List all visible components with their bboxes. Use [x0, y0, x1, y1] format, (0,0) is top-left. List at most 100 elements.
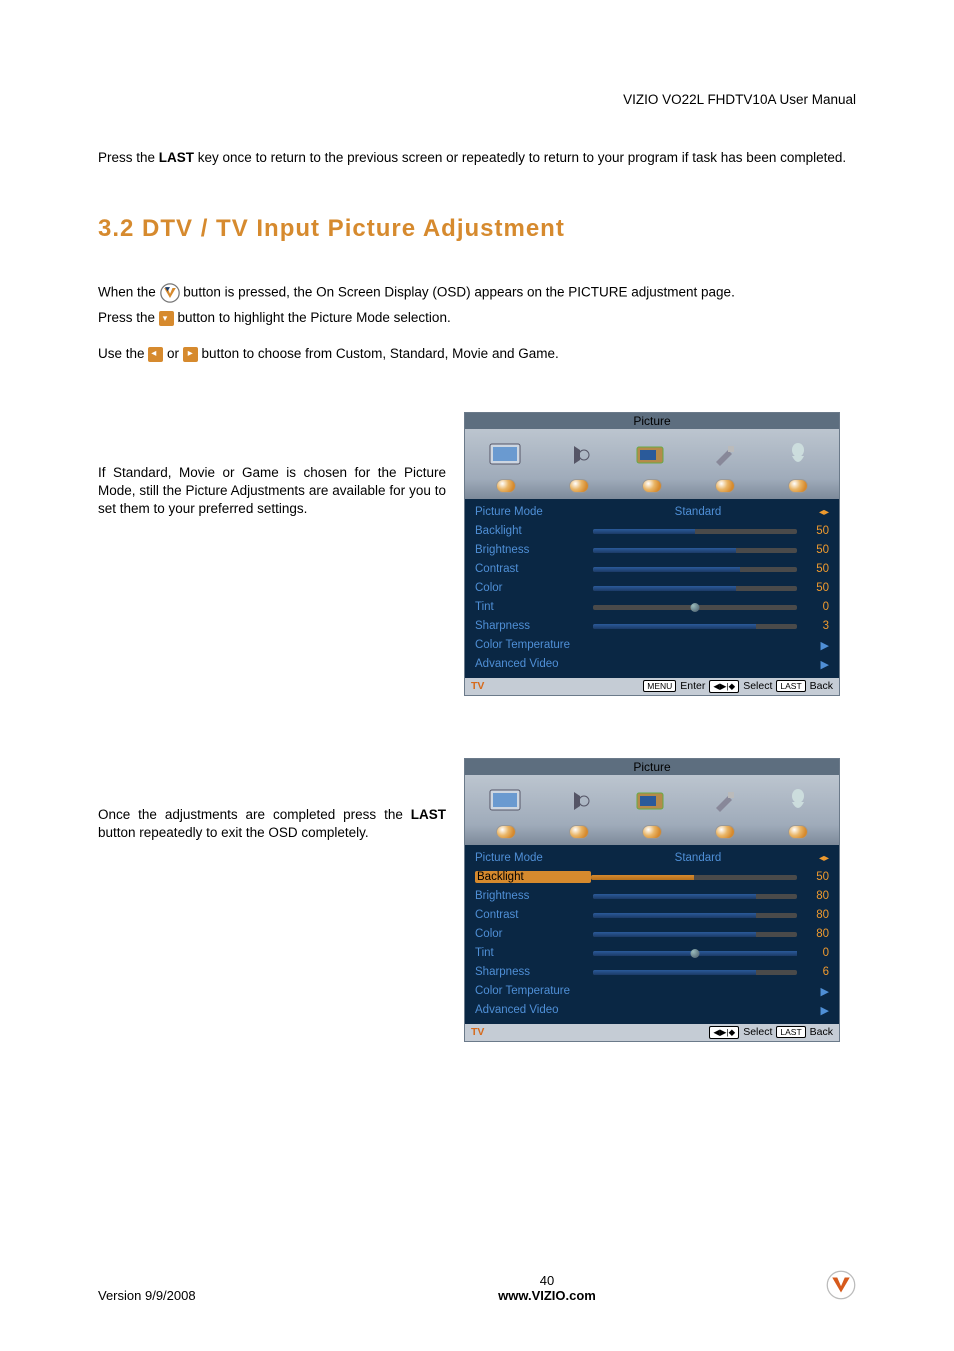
- doc-header: VIZIO VO22L FHDTV10A User Manual: [98, 92, 856, 107]
- osd-setting-value: 50: [803, 563, 829, 575]
- osd-mode-value: Standard: [593, 506, 803, 518]
- p5b: button repeatedly to exit the OSD comple…: [98, 825, 369, 840]
- osd-setting-row: Color80: [475, 925, 829, 944]
- osd-setting-row: Backlight 50: [475, 522, 829, 541]
- p4: If Standard, Movie or Game is chosen for…: [98, 464, 446, 519]
- footer-version: Version 9/9/2008: [98, 1288, 298, 1303]
- p3b: button to choose from Custom, Standard, …: [198, 346, 559, 361]
- footer-url: www.VIZIO.com: [298, 1288, 796, 1303]
- last-keycap: LAST: [776, 680, 805, 692]
- intro-b: key once to return to the previous scree…: [194, 150, 846, 165]
- down-arrow-icon: [159, 311, 174, 326]
- v-pill-icon: [788, 479, 808, 493]
- osd-setting-row: Brightness80: [475, 887, 829, 906]
- submenu-arrow-icon: ▶: [803, 658, 829, 671]
- v-pill-icon: [569, 479, 589, 493]
- osd-slider: [591, 875, 797, 880]
- osd2-title: Picture: [465, 759, 839, 775]
- tv-category-icon: [632, 781, 672, 821]
- osd-setting-control: [593, 913, 803, 918]
- v-pill-icon: [642, 825, 662, 839]
- osd-setting-label: Brightness: [475, 544, 593, 556]
- intro-paragraph: Press the LAST key once to return to the…: [98, 149, 856, 167]
- intro-a: Press the: [98, 150, 159, 165]
- picture-category-icon: [486, 781, 526, 821]
- osd-slider: [593, 605, 797, 610]
- v-pill-icon: [496, 825, 516, 839]
- osd-setting-value: 80: [803, 909, 829, 921]
- osd-setting-row: Color Temperature▶: [475, 982, 829, 1001]
- osd-setting-label: Contrast: [475, 909, 593, 921]
- osd-setting-value: 3: [803, 620, 829, 632]
- osd-slider: [593, 586, 797, 591]
- p1: When the button is pressed, the On Scree…: [98, 283, 856, 303]
- osd1-body: Picture ModeStandard◂▸ Backlight 50 Brightn…: [465, 499, 839, 678]
- submenu-arrow-icon: ▶: [803, 985, 829, 998]
- osd-slider: [593, 932, 797, 937]
- osd-setting-row: Picture ModeStandard◂▸: [475, 849, 829, 868]
- osd-setting-label: Tint: [475, 601, 593, 613]
- p5a: Once the adjustments are completed press…: [98, 807, 411, 822]
- footer-page-number: 40: [298, 1273, 796, 1288]
- osd1-title: Picture: [465, 413, 839, 429]
- osd1-footer: TV MENU Enter ◀▶|◆ Select LAST Back: [465, 678, 839, 695]
- osd-slider: [593, 951, 797, 956]
- last-keycap: LAST: [776, 1026, 805, 1038]
- right-arrow-icon: [183, 347, 198, 362]
- left-right-icon: ◂▸: [803, 853, 829, 864]
- osd-setting-value: 50: [803, 582, 829, 594]
- osd-setting-value: 80: [803, 890, 829, 902]
- osd-setting-label: Picture Mode: [475, 852, 593, 864]
- osd-setting-label: Contrast: [475, 563, 593, 575]
- osd-setting-control: [593, 548, 803, 553]
- osd-setting-label: Backlight: [475, 871, 591, 883]
- osd-setting-label: Picture Mode: [475, 506, 593, 518]
- osd-setting-control: [593, 529, 803, 534]
- osd-setting-row: Backlight50: [475, 868, 829, 887]
- osd-setting-row: Color Temperature▶: [475, 636, 829, 655]
- osd-setting-control: [593, 932, 803, 937]
- osd-setting-row: Brightness50: [475, 541, 829, 560]
- osd-slider: [593, 970, 797, 975]
- osd-setting-control: [593, 586, 803, 591]
- slider-knob-icon: [691, 949, 700, 958]
- osd-slider: [593, 529, 797, 534]
- osd-setting-label: Backlight: [475, 525, 593, 537]
- p2b: button to highlight the Picture Mode sel…: [174, 310, 451, 325]
- osd-slider: [593, 567, 797, 572]
- osd-setting-label: Color: [475, 582, 593, 594]
- osd-setting-row: Picture ModeStandard◂▸: [475, 503, 829, 522]
- osd-slider: [593, 548, 797, 553]
- osd-setting-control: [593, 624, 803, 629]
- osd-slider: [593, 624, 797, 629]
- osd2-source: TV: [471, 1026, 484, 1038]
- osd-setting-row: Tint0: [475, 944, 829, 963]
- osd-setting-value: 50: [803, 525, 829, 537]
- osd-setting-control: Standard: [593, 506, 803, 518]
- osd-picture-1: Picture Picture ModeStandard◂▸ Backlight 5…: [464, 412, 840, 696]
- v-pill-icon: [715, 479, 735, 493]
- left-arrow-icon: [148, 347, 163, 362]
- osd-setting-label: Advanced Video: [475, 1004, 593, 1016]
- v-pill-icon: [715, 825, 735, 839]
- back-label: Back: [810, 1026, 833, 1038]
- osd2-body: Picture ModeStandard◂▸Backlight50Brightn…: [465, 845, 839, 1024]
- osd-setting-control: [593, 970, 803, 975]
- p2: Press the button to highlight the Pictur…: [98, 309, 856, 327]
- p3a: Use the: [98, 346, 148, 361]
- p1b: button is pressed, the On Screen Display…: [180, 285, 735, 300]
- v-pill-icon: [642, 479, 662, 493]
- p5: Once the adjustments are completed press…: [98, 806, 446, 842]
- nav-keycap: ◀▶|◆: [709, 1026, 739, 1039]
- p3: Use the or button to choose from Custom,…: [98, 345, 856, 363]
- last-key-2: LAST: [411, 807, 446, 822]
- v-pill-icon: [496, 479, 516, 493]
- osd-setting-value: 80: [803, 928, 829, 940]
- enter-label: Enter: [680, 680, 705, 692]
- select-label: Select: [743, 680, 772, 692]
- parental-category-icon: [778, 435, 818, 475]
- osd-setting-control: [591, 875, 803, 880]
- osd-setting-row: Color 50: [475, 579, 829, 598]
- osd2-v-pills: [465, 825, 839, 845]
- osd2-footer: TV ◀▶|◆ Select LAST Back: [465, 1024, 839, 1041]
